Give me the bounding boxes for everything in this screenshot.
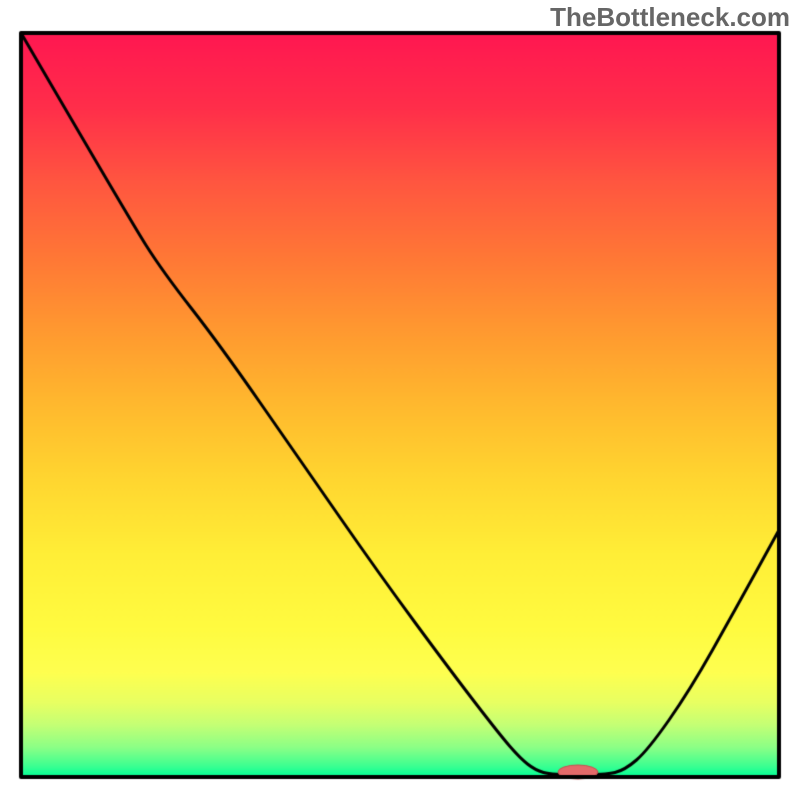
bottleneck-chart-canvas — [0, 0, 800, 800]
chart-container: TheBottleneck.com — [0, 0, 800, 800]
watermark-text: TheBottleneck.com — [550, 2, 790, 33]
